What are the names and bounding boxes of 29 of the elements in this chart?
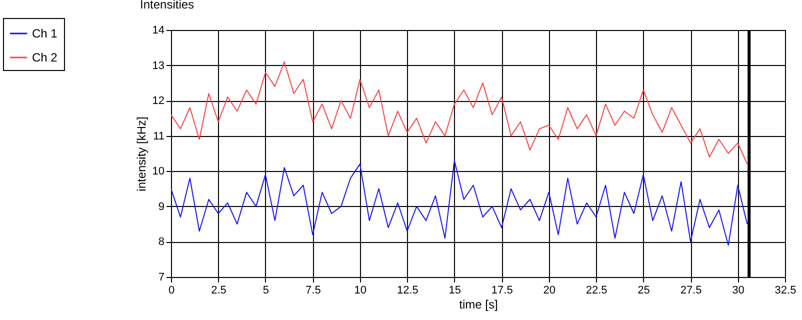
y-tick-label: 12 — [152, 95, 164, 108]
chart-title: Intensities — [140, 0, 194, 12]
x-tick-label: 15 — [448, 284, 462, 296]
y-tick-label: 7 — [158, 272, 164, 284]
x-tick-label: 17.5 — [491, 284, 513, 296]
line-series — [171, 61, 748, 165]
x-axis-title: time [s] — [459, 298, 498, 312]
line-series — [171, 160, 748, 246]
x-tick-label: 2.5 — [211, 284, 226, 296]
x-tick-label: 7.5 — [306, 284, 321, 296]
y-tick-label: 11 — [153, 130, 164, 142]
x-tick-label: 22.5 — [586, 284, 608, 296]
x-tick-label: 0 — [168, 284, 175, 296]
x-tick-label: 30 — [732, 284, 744, 296]
y-tick-label: 13 — [152, 60, 164, 72]
x-tick-label: 5 — [262, 284, 270, 296]
x-tick-label: 25 — [638, 284, 650, 296]
y-tick-label: 10 — [152, 166, 164, 178]
legend-label: Ch 2 — [32, 50, 58, 64]
y-tick-label: 14 — [152, 24, 164, 36]
legend-label: Ch 1 — [32, 26, 58, 40]
x-tick-label: 12.5 — [396, 284, 418, 296]
x-tick-label: 10 — [354, 284, 367, 296]
y-tick-label: 8 — [158, 236, 164, 248]
x-tick-label: 20 — [543, 284, 556, 296]
y-tick-label: 9 — [158, 200, 164, 213]
x-tick-label: 32.5 — [774, 284, 796, 296]
y-axis-title: intensity [kHz] — [134, 116, 148, 192]
x-tick-label: 27.5 — [680, 284, 702, 296]
